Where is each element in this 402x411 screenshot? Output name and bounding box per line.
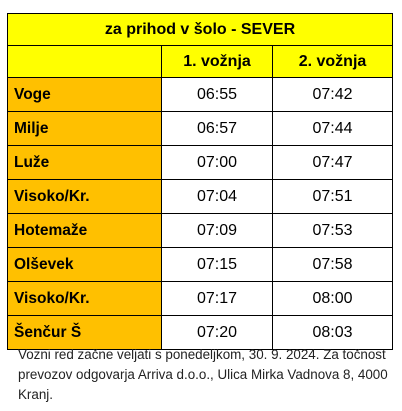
stop-name: Milje	[7, 111, 162, 146]
ride-2-time: 07:42	[272, 77, 393, 112]
timetable-title: za prihod v šolo - SEVER	[7, 13, 393, 46]
ride-1-time: 07:00	[161, 145, 273, 180]
ride-2-time: 07:58	[272, 247, 393, 282]
ride-2-time: 07:47	[272, 145, 393, 180]
table-row: Hotemaže 07:09 07:53	[7, 213, 393, 248]
stop-name: Visoko/Kr.	[7, 179, 162, 214]
ride-1-time: 07:15	[161, 247, 273, 282]
ride-2-time: 07:51	[272, 179, 393, 214]
validity-note: Vozni red začne veljati s ponedeljkom, 3…	[18, 347, 388, 402]
table-row: Olševek 07:15 07:58	[7, 247, 393, 282]
ride-2-time: 08:00	[272, 281, 393, 316]
ride-2-time: 08:03	[272, 315, 393, 350]
table-row: Milje 06:57 07:44	[7, 111, 393, 146]
ride-1-time: 06:55	[161, 77, 273, 112]
ride-1-time: 07:17	[161, 281, 273, 316]
ride-1-time: 07:09	[161, 213, 273, 248]
ride-1-time: 06:57	[161, 111, 273, 146]
table-row: Visoko/Kr. 07:04 07:51	[7, 179, 393, 214]
timetable: za prihod v šolo - SEVER 1. vožnja 2. vo…	[7, 13, 393, 350]
stop-name: Hotemaže	[7, 213, 162, 248]
table-row: Šenčur Š 07:20 08:03	[7, 315, 393, 350]
ride-1-time: 07:04	[161, 179, 273, 214]
table-row: Luže 07:00 07:47	[7, 145, 393, 180]
table-row: Visoko/Kr. 07:17 08:00	[7, 281, 393, 316]
stop-name: Šenčur Š	[7, 315, 162, 350]
stop-name: Luže	[7, 145, 162, 180]
header-ride-2: 2. vožnja	[272, 45, 393, 78]
stop-name: Visoko/Kr.	[7, 281, 162, 316]
ride-2-time: 07:44	[272, 111, 393, 146]
stop-name: Voge	[7, 77, 162, 112]
table-row: Voge 06:55 07:42	[7, 77, 393, 112]
stop-name: Olševek	[7, 247, 162, 282]
header-empty-cell	[7, 45, 162, 78]
header-ride-1: 1. vožnja	[161, 45, 273, 78]
ride-2-time: 07:53	[272, 213, 393, 248]
